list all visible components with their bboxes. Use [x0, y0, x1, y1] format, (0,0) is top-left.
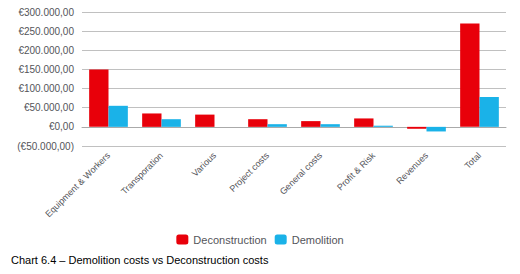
svg-text:Demolition: Demolition [292, 234, 344, 246]
svg-text:€300.000,00: €300.000,00 [18, 7, 74, 18]
svg-text:Transporation: Transporation [119, 150, 165, 196]
svg-text:(€50.000,00): (€50.000,00) [17, 141, 74, 152]
svg-text:Revenues: Revenues [394, 150, 430, 186]
svg-text:€200.000,00: €200.000,00 [18, 45, 74, 56]
svg-text:General costs: General costs [278, 150, 325, 197]
svg-text:€0,00: €0,00 [49, 121, 74, 132]
svg-text:Equipment & Workers: Equipment & Workers [43, 150, 112, 219]
svg-text:Total: Total [463, 150, 483, 170]
svg-text:€150.000,00: €150.000,00 [18, 64, 74, 75]
svg-text:€250.000,00: €250.000,00 [18, 26, 74, 37]
svg-text:Various: Various [190, 150, 218, 178]
svg-text:Project costs: Project costs [228, 150, 272, 194]
svg-text:Chart 6.4 – Demolition costs v: Chart 6.4 – Demolition costs vs Deconstr… [11, 254, 269, 266]
svg-text:Deconstruction: Deconstruction [193, 234, 266, 246]
svg-text:Profit & Risk: Profit & Risk [335, 150, 377, 192]
svg-text:€100.000,00: €100.000,00 [18, 83, 74, 94]
svg-text:€50.000,00: €50.000,00 [24, 102, 74, 113]
